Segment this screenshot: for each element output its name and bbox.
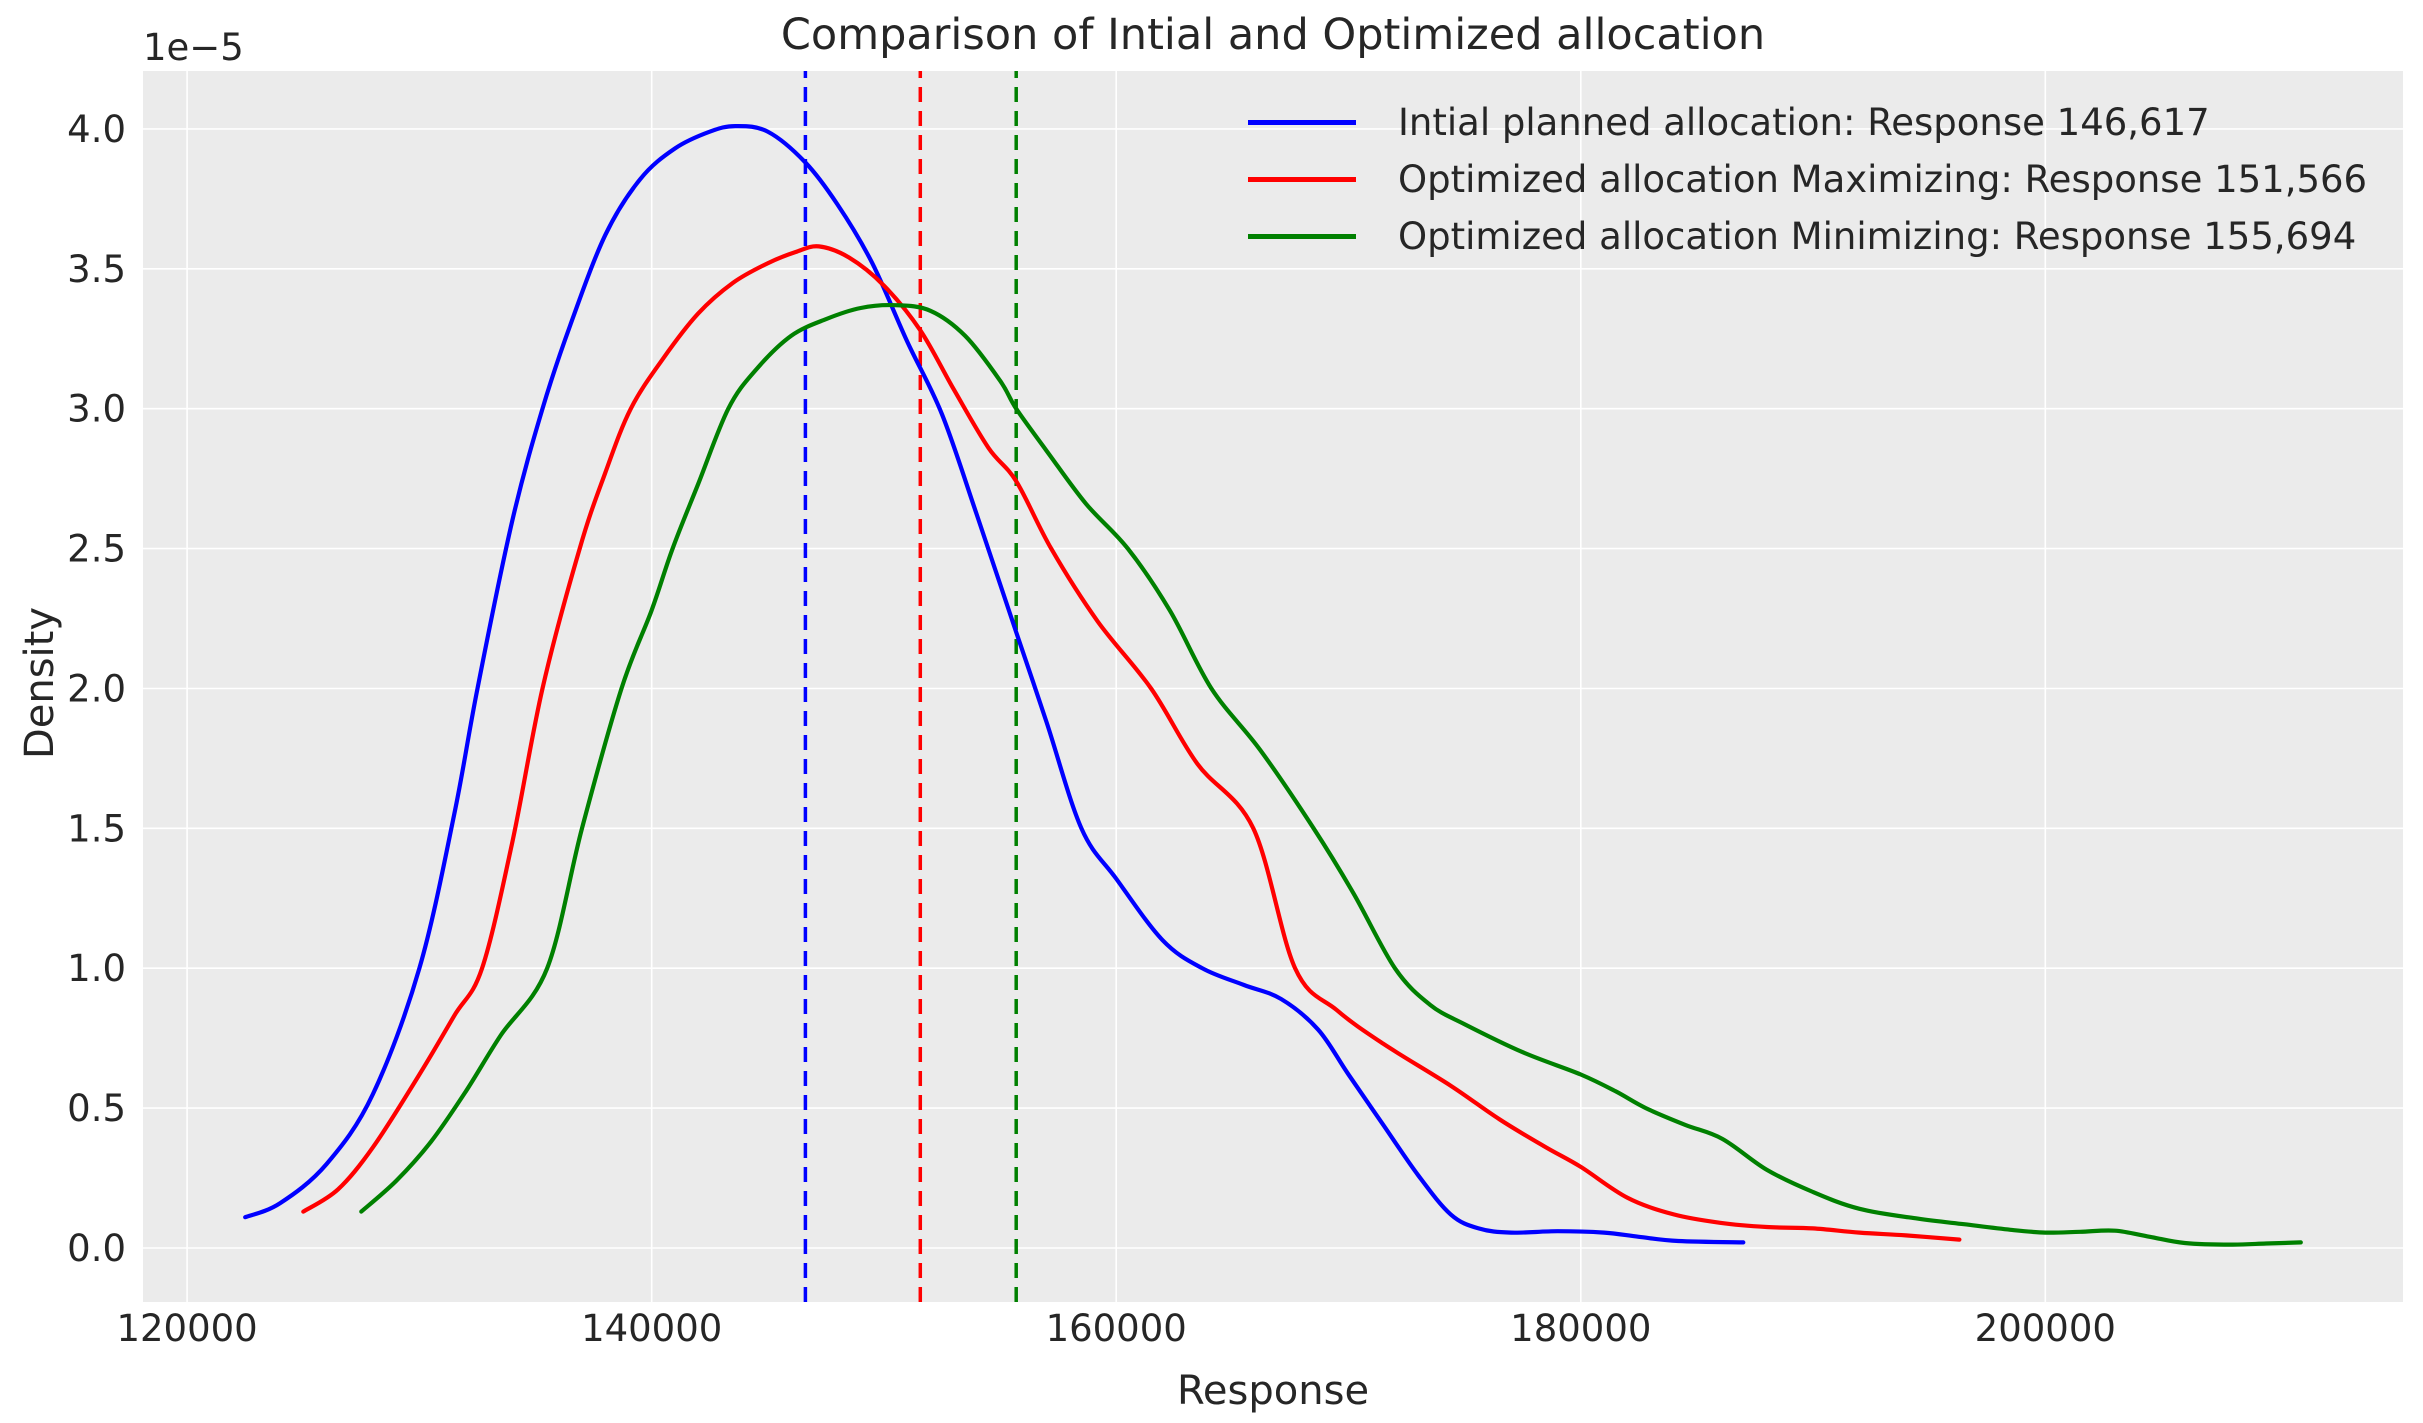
legend-item: Optimized allocation Maximizing: Respons… — [1248, 151, 2367, 208]
legend-label: Optimized allocation Maximizing: Respons… — [1398, 158, 2368, 201]
legend-item: Intial planned allocation: Response 146,… — [1248, 94, 2367, 151]
legend-label: Intial planned allocation: Response 146,… — [1398, 101, 2210, 144]
y-tick-label: 2.5 — [67, 528, 126, 571]
y-tick-label: 4.0 — [67, 108, 126, 151]
density-curve — [301, 244, 1962, 1242]
y-tick-label: 0.5 — [67, 1087, 126, 1130]
y-tick-label: 3.5 — [67, 248, 126, 291]
x-tick-label: 160000 — [1046, 1307, 1187, 1350]
legend-label: Optimized allocation Minimizing: Respons… — [1398, 215, 2357, 258]
y-tick-label: 1.0 — [67, 947, 126, 990]
y-axis-label: Density — [17, 606, 63, 760]
legend-line-swatch — [1248, 234, 1356, 239]
x-tick-label: 140000 — [581, 1307, 722, 1350]
x-tick-label: 180000 — [1510, 1307, 1651, 1350]
x-tick-label: 200000 — [1975, 1307, 2116, 1350]
chart-title: Comparison of Intial and Optimized alloc… — [780, 10, 1766, 60]
legend-line-swatch — [1248, 120, 1356, 125]
density-curve — [359, 302, 2303, 1247]
x-tick-label: 120000 — [116, 1307, 257, 1350]
legend: Intial planned allocation: Response 146,… — [1248, 94, 2367, 265]
y-tick-label: 2.0 — [67, 668, 126, 711]
legend-line-swatch — [1248, 177, 1356, 182]
x-axis-label: Response — [1176, 1368, 1370, 1414]
legend-item: Optimized allocation Minimizing: Respons… — [1248, 208, 2367, 265]
y-tick-label: 1.5 — [67, 807, 126, 850]
density-curve — [243, 123, 1746, 1245]
y-axis-offset-text: 1e−5 — [143, 26, 244, 69]
y-tick-label: 3.0 — [67, 388, 126, 431]
y-tick-label: 0.0 — [67, 1227, 126, 1270]
axes-background — [143, 71, 2403, 1302]
